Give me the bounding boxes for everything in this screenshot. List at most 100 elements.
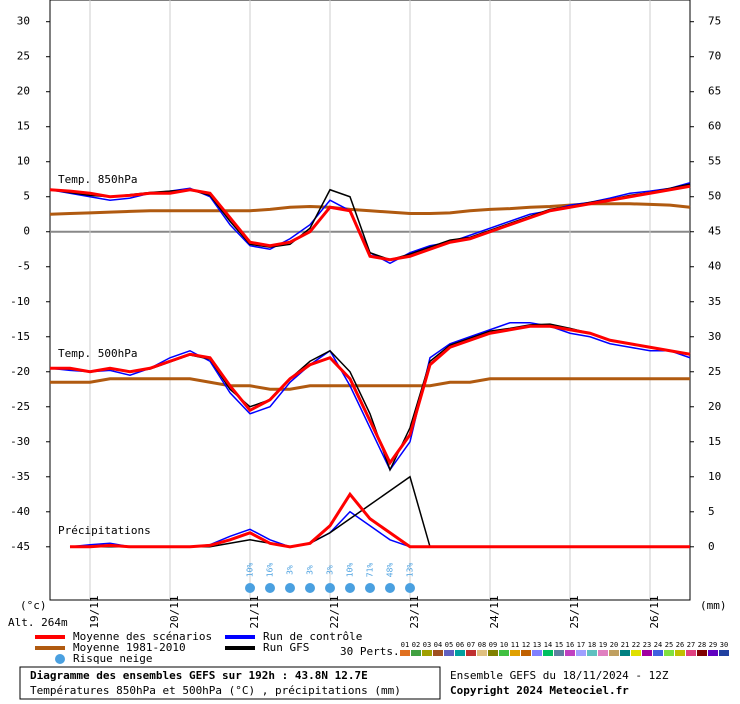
legend-snow-icon bbox=[55, 654, 65, 664]
snow-icon bbox=[365, 583, 375, 593]
perturbation-swatch bbox=[719, 650, 729, 656]
perturbation-name: 28 bbox=[698, 641, 706, 649]
perturbation-name: 17 bbox=[577, 641, 585, 649]
perturbation-swatch bbox=[686, 650, 696, 656]
snow-risk: 16% bbox=[265, 563, 275, 593]
perturbation-swatch bbox=[653, 650, 663, 656]
perturbation-name: 03 bbox=[423, 641, 431, 649]
y-tick-label: 0 bbox=[23, 225, 30, 238]
perturbation-name: 04 bbox=[434, 641, 442, 649]
series-line bbox=[50, 324, 691, 466]
snow-risk-label: 16% bbox=[266, 563, 275, 578]
series-line bbox=[70, 491, 690, 549]
perturbation-name: 19 bbox=[599, 641, 607, 649]
y-tick-label: -40 bbox=[10, 505, 30, 518]
x-tick-label: 21/11 bbox=[248, 595, 261, 628]
y-tick-label: 20 bbox=[17, 85, 30, 98]
y-tick-label: -25 bbox=[10, 400, 30, 413]
y2-tick-label: 15 bbox=[708, 435, 721, 448]
y2-tick-label: 45 bbox=[708, 225, 721, 238]
y-tick-label: -5 bbox=[17, 260, 30, 273]
y2-axis-label: (mm) bbox=[700, 599, 727, 612]
snow-icon bbox=[345, 583, 355, 593]
y-tick-label: 30 bbox=[17, 15, 30, 28]
x-tick-label: 24/11 bbox=[488, 595, 501, 628]
perturbation-swatch bbox=[631, 650, 641, 656]
y2-tick-label: 35 bbox=[708, 295, 721, 308]
y-tick-label: 5 bbox=[23, 190, 30, 203]
perturbation-swatch bbox=[444, 650, 454, 656]
perturbation-swatch bbox=[697, 650, 707, 656]
x-tick-label: 20/11 bbox=[168, 595, 181, 628]
legend-label: Run GFS bbox=[263, 641, 309, 654]
perturbation-name: 07 bbox=[467, 641, 475, 649]
snow-risk: 3% bbox=[305, 565, 315, 593]
perturbation-name: 23 bbox=[643, 641, 651, 649]
perturbation-swatch bbox=[488, 650, 498, 656]
perturbation-name: 06 bbox=[456, 641, 464, 649]
perturbation-swatch bbox=[499, 650, 509, 656]
snow-risk: 3% bbox=[325, 565, 335, 593]
perturbation-name: 25 bbox=[665, 641, 673, 649]
snow-icon bbox=[245, 583, 255, 593]
perturbation-name: 05 bbox=[445, 641, 453, 649]
snow-risk: 71% bbox=[365, 563, 375, 593]
snow-risk-label: 48% bbox=[386, 563, 395, 578]
annotation: Précipitations bbox=[58, 524, 151, 537]
perturbation-name: 21 bbox=[621, 641, 629, 649]
perturbation-name: 13 bbox=[533, 641, 541, 649]
snow-icon bbox=[265, 583, 275, 593]
perturbation-swatch bbox=[576, 650, 586, 656]
footer-subtitle: Températures 850hPa et 500hPa (°C) , pré… bbox=[30, 684, 401, 697]
y-tick-label: -10 bbox=[10, 295, 30, 308]
perturbation-name: 22 bbox=[632, 641, 640, 649]
y2-tick-label: 50 bbox=[708, 190, 721, 203]
y2-tick-label: 25 bbox=[708, 365, 721, 378]
y-tick-label: -35 bbox=[10, 470, 30, 483]
perturbation-name: 11 bbox=[511, 641, 519, 649]
perturbation-swatch bbox=[642, 650, 652, 656]
snow-icon bbox=[405, 583, 415, 593]
perturbation-name: 10 bbox=[500, 641, 508, 649]
perturbation-name: 08 bbox=[478, 641, 486, 649]
perturbation-name: 09 bbox=[489, 641, 497, 649]
y2-tick-label: 40 bbox=[708, 260, 721, 273]
y-tick-label: -20 bbox=[10, 365, 30, 378]
perturbation-name: 27 bbox=[687, 641, 695, 649]
perturbation-name: 14 bbox=[544, 641, 552, 649]
perturbation-swatch bbox=[400, 650, 410, 656]
annotation: Temp. 850hPa bbox=[58, 173, 137, 186]
snow-risk-label: 3% bbox=[286, 565, 295, 575]
y2-tick-label: 0 bbox=[708, 540, 715, 553]
perturbation-swatch bbox=[609, 650, 619, 656]
y2-tick-label: 20 bbox=[708, 400, 721, 413]
series-line bbox=[49, 184, 691, 262]
snow-risk-label: 13% bbox=[406, 563, 415, 578]
y2-tick-label: 75 bbox=[708, 15, 721, 28]
perturbation-name: 16 bbox=[566, 641, 574, 649]
perturbation-swatch bbox=[675, 650, 685, 656]
perturbation-name: 15 bbox=[555, 641, 563, 649]
y-tick-label: 10 bbox=[17, 155, 30, 168]
perturbation-swatch bbox=[477, 650, 487, 656]
plot-area bbox=[49, 0, 691, 601]
x-tick-label: 23/11 bbox=[408, 595, 421, 628]
legend-label: Moyenne des scénarios bbox=[73, 630, 212, 643]
perturbation-swatch bbox=[708, 650, 718, 656]
perturbation-name: 30 bbox=[720, 641, 728, 649]
perturbation-name: 12 bbox=[522, 641, 530, 649]
perturbation-swatch bbox=[554, 650, 564, 656]
perturbation-swatch bbox=[598, 650, 608, 656]
perturbation-swatch bbox=[565, 650, 575, 656]
snow-risk-label: 3% bbox=[326, 565, 335, 575]
perturbation-name: 20 bbox=[610, 641, 618, 649]
y-axis-label: (°c) bbox=[20, 599, 47, 612]
perturbation-swatch bbox=[664, 650, 674, 656]
y2-tick-label: 70 bbox=[708, 50, 721, 63]
perturbations-label: 30 Perts. bbox=[340, 645, 400, 658]
altitude: Alt. 264m bbox=[8, 616, 68, 629]
perturbation-swatch bbox=[433, 650, 443, 656]
perturbation-name: 01 bbox=[401, 641, 409, 649]
perturbation-swatch bbox=[532, 650, 542, 656]
